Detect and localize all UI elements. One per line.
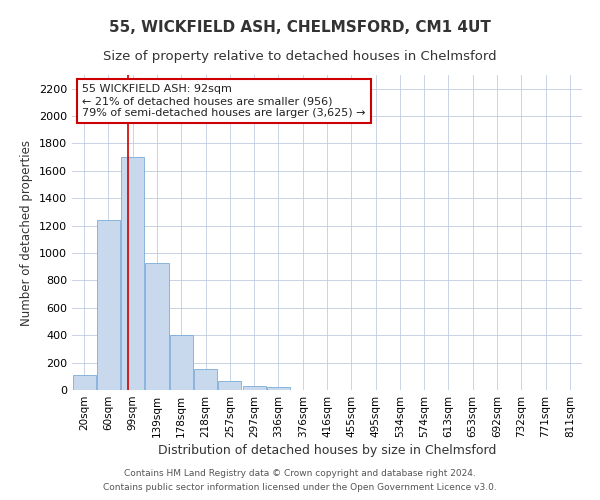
Text: Contains public sector information licensed under the Open Government Licence v3: Contains public sector information licen…	[103, 484, 497, 492]
Bar	[242, 386, 266, 390]
Text: 55, WICKFIELD ASH, CHELMSFORD, CM1 4UT: 55, WICKFIELD ASH, CHELMSFORD, CM1 4UT	[109, 20, 491, 35]
Bar	[145, 262, 169, 390]
Text: Size of property relative to detached houses in Chelmsford: Size of property relative to detached ho…	[103, 50, 497, 63]
Y-axis label: Number of detached properties: Number of detached properties	[20, 140, 34, 326]
Bar	[121, 157, 144, 390]
Bar	[73, 375, 95, 390]
Bar	[218, 381, 241, 390]
Bar	[97, 220, 120, 390]
Text: Contains HM Land Registry data © Crown copyright and database right 2024.: Contains HM Land Registry data © Crown c…	[124, 468, 476, 477]
Text: 55 WICKFIELD ASH: 92sqm
← 21% of detached houses are smaller (956)
79% of semi-d: 55 WICKFIELD ASH: 92sqm ← 21% of detache…	[82, 84, 366, 117]
Bar	[170, 335, 193, 390]
Bar	[194, 370, 217, 390]
X-axis label: Distribution of detached houses by size in Chelmsford: Distribution of detached houses by size …	[158, 444, 496, 457]
Bar	[267, 388, 290, 390]
